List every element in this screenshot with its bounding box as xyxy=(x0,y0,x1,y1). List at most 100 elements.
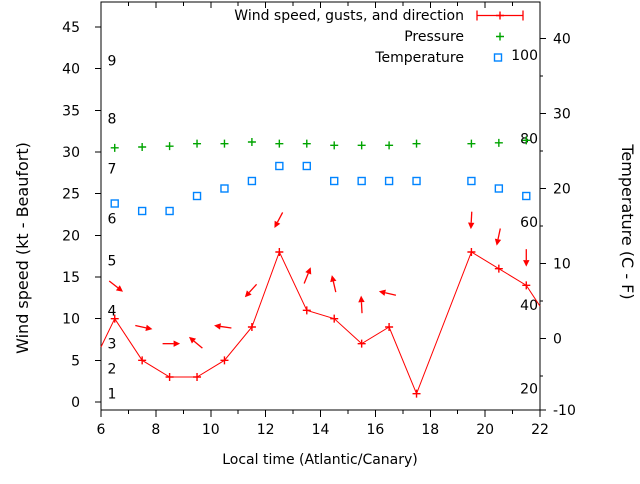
axis-ticks xyxy=(95,2,546,417)
temperature-point xyxy=(384,176,394,186)
wind-point xyxy=(330,314,339,323)
legend-pressure-plus xyxy=(496,32,504,41)
temperature-point xyxy=(467,176,476,186)
beaufort-label: 6 xyxy=(108,212,117,228)
x-tick-label: 16 xyxy=(366,422,384,438)
pressure-point xyxy=(247,138,256,146)
left-tick-label: 0 xyxy=(71,395,80,411)
left-tick-label: 35 xyxy=(62,103,80,119)
gust-arrow-shaft xyxy=(360,302,363,314)
x-axis-title: Local time (Atlantic/Canary) xyxy=(222,452,418,468)
wind-point xyxy=(275,248,284,256)
wind-point xyxy=(467,248,476,256)
pressure-point xyxy=(302,139,311,148)
temperature-point xyxy=(220,184,229,193)
left-tick-label: 45 xyxy=(62,20,80,36)
pressure-point xyxy=(330,141,339,150)
gust-arrow-head xyxy=(145,324,153,331)
axis-tick-labels: 6 8 10 12 14 16 18 20 22051015202530354045-10010… xyxy=(62,20,576,438)
gust-arrow xyxy=(214,323,232,330)
gust-arrow-head xyxy=(494,238,502,246)
pressure-point xyxy=(220,139,229,148)
left-tick-label: 25 xyxy=(62,187,80,203)
pressure-point xyxy=(357,141,366,150)
right-tick-label: 10 xyxy=(553,257,571,273)
gust-arrow-shaft xyxy=(220,325,232,329)
pressure-point xyxy=(385,141,394,150)
gust-arrow-head xyxy=(274,220,281,228)
right-tick-label: 20 xyxy=(553,182,571,198)
pressure-point xyxy=(165,142,174,151)
gust-arrow-shaft xyxy=(248,283,258,293)
x-tick-label: 12 xyxy=(257,422,275,438)
gust-arrow xyxy=(244,283,258,298)
beaufort-label: 9 xyxy=(108,53,117,69)
right-tick-label: 40 xyxy=(553,32,571,48)
inside-scale-labels: 1 2 3 4 5 6 7 8 9 20 40 60 80 100 xyxy=(108,48,538,403)
gust-arrow xyxy=(468,211,475,230)
temperature-point xyxy=(110,199,119,208)
wind-point xyxy=(302,306,311,315)
gust-arrow-head xyxy=(358,295,365,303)
gust-arrow-shaft xyxy=(385,292,397,296)
legend-wind-plus xyxy=(496,11,504,20)
legend-temperature-square xyxy=(493,53,503,62)
wind-point xyxy=(385,323,394,331)
gust-arrow xyxy=(330,275,337,293)
gust-arrow-head xyxy=(523,260,530,267)
pressure-point xyxy=(110,143,119,152)
x-tick-label: 20 xyxy=(476,422,494,438)
pressure-point xyxy=(275,139,284,148)
wind-point xyxy=(247,323,256,331)
gust-arrow xyxy=(188,336,203,349)
legend-label-pressure: Pressure xyxy=(404,29,464,45)
gust-arrow-shaft xyxy=(497,228,501,240)
temperature-point xyxy=(494,184,504,193)
beaufort-label: 4 xyxy=(108,303,117,319)
gust-arrow-shaft xyxy=(332,281,337,293)
temperature-point xyxy=(357,176,366,186)
pressure-point xyxy=(494,138,503,147)
wind-point xyxy=(412,389,421,398)
gust-arrow-head xyxy=(214,323,221,330)
x-tick-label: 22 xyxy=(531,422,549,438)
beaufort-label: 8 xyxy=(108,112,117,128)
wind-series xyxy=(100,248,541,398)
gust-arrow-shaft xyxy=(276,212,284,223)
gust-arrow xyxy=(162,340,181,347)
legend-label-wind: Wind speed, gusts, and direction xyxy=(234,8,464,24)
plot-frame xyxy=(100,1,541,411)
x-tick-label: 14 xyxy=(312,422,330,438)
temperature-point xyxy=(137,206,147,216)
x-tick-label: 8 xyxy=(151,422,160,438)
gust-arrow-head xyxy=(305,267,312,275)
wind-point xyxy=(357,339,366,348)
gust-arrow xyxy=(274,212,284,228)
x-tick-label: 6 xyxy=(97,422,106,438)
x-tick-label: 18 xyxy=(421,422,439,438)
right-axis-title: Temperature (C - F) xyxy=(618,143,637,299)
legend-glyphs xyxy=(476,10,524,62)
wind-point xyxy=(110,314,119,323)
gust-arrow-head xyxy=(115,285,123,292)
gust-arrow-shaft xyxy=(135,324,147,329)
left-tick-label: 10 xyxy=(62,312,80,328)
beaufort-label: 2 xyxy=(108,362,117,378)
plot-border xyxy=(100,1,541,411)
beaufort-label: 3 xyxy=(108,337,117,353)
gust-arrow-head xyxy=(468,222,475,230)
gust-arrow xyxy=(358,295,365,314)
gust-arrow-shaft xyxy=(470,211,473,223)
gust-arrow-head xyxy=(244,290,252,298)
left-axis-title: Wind speed (kt - Beaufort) xyxy=(13,142,32,354)
wind-point xyxy=(522,281,531,290)
gust-arrow xyxy=(494,228,502,246)
gust-arrow-head xyxy=(330,275,337,283)
temperature-series xyxy=(110,161,531,216)
legend: Wind speed, gusts, and direction Pressur… xyxy=(234,8,524,66)
gust-arrow xyxy=(108,280,123,292)
temperature-point xyxy=(247,176,257,186)
right-tick-label: 0 xyxy=(553,332,562,348)
